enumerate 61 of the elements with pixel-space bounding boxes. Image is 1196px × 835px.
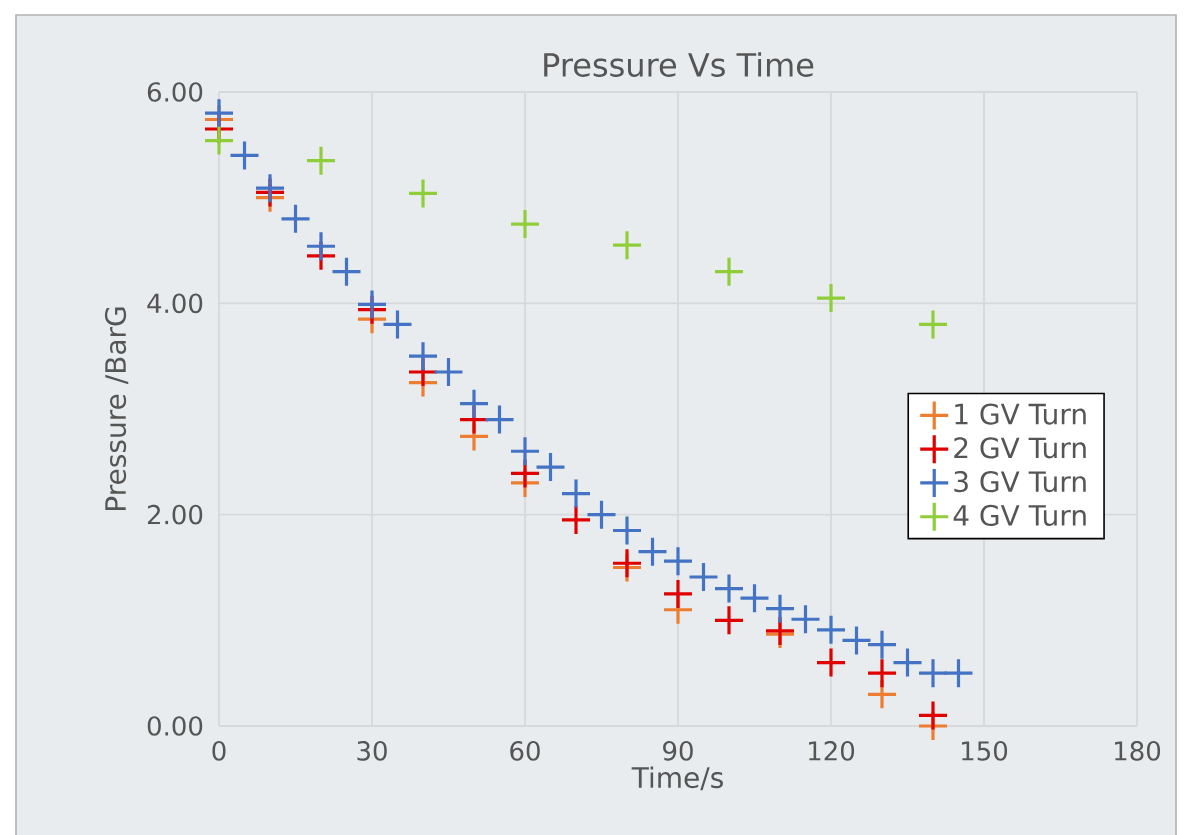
point bbox=[689, 563, 718, 591]
point bbox=[485, 405, 514, 434]
y-axis-title: Pressure /BarG bbox=[104, 307, 129, 510]
point bbox=[638, 537, 667, 566]
point bbox=[562, 479, 590, 508]
x-tick-label: 120 bbox=[809, 741, 855, 761]
point bbox=[434, 358, 463, 387]
point bbox=[536, 453, 565, 482]
point bbox=[715, 606, 743, 635]
point bbox=[766, 594, 794, 623]
point bbox=[587, 500, 616, 529]
legend-label: 2 GV Turn bbox=[954, 437, 1086, 459]
point bbox=[664, 547, 692, 576]
point bbox=[460, 389, 488, 418]
point bbox=[918, 310, 947, 339]
legend-label: 1 GV Turn bbox=[955, 403, 1086, 425]
point bbox=[205, 99, 234, 128]
point bbox=[817, 284, 845, 313]
point bbox=[817, 648, 845, 677]
point bbox=[562, 505, 590, 534]
point bbox=[409, 179, 437, 208]
point bbox=[281, 204, 310, 233]
point bbox=[664, 579, 692, 608]
y-tick-label: 4.00 bbox=[147, 293, 203, 314]
point bbox=[868, 659, 896, 688]
point bbox=[383, 310, 412, 339]
x-tick-label: 30 bbox=[357, 741, 387, 761]
point bbox=[868, 630, 896, 659]
point bbox=[511, 210, 539, 239]
point bbox=[613, 231, 641, 260]
point bbox=[715, 574, 743, 603]
x-tick-label: 150 bbox=[962, 741, 1008, 761]
point bbox=[613, 516, 641, 545]
point bbox=[791, 605, 820, 634]
y-tick-label: 2.00 bbox=[147, 504, 203, 525]
point bbox=[740, 584, 769, 613]
legend-label: 4 GV Turn bbox=[953, 504, 1086, 527]
point bbox=[893, 648, 922, 677]
point bbox=[918, 659, 947, 688]
x-tick-label: 60 bbox=[510, 741, 540, 761]
x-tick-label: 90 bbox=[663, 741, 693, 761]
x-tick-label: 0 bbox=[212, 741, 226, 761]
point bbox=[842, 626, 871, 655]
y-tick-label: 6.00 bbox=[147, 82, 203, 102]
chart-title: Pressure Vs Time bbox=[544, 52, 814, 77]
point bbox=[230, 141, 259, 170]
point bbox=[715, 257, 743, 286]
x-tick-label: 180 bbox=[1115, 741, 1161, 761]
point bbox=[307, 146, 335, 175]
point bbox=[918, 701, 947, 730]
point bbox=[307, 232, 335, 261]
point bbox=[409, 342, 437, 371]
point bbox=[205, 126, 234, 155]
y-tick-label: 0.00 bbox=[147, 716, 203, 736]
legend-label: 3 GV Turn bbox=[954, 471, 1086, 493]
point bbox=[511, 437, 539, 466]
point bbox=[944, 659, 973, 688]
point bbox=[332, 257, 361, 286]
point bbox=[817, 615, 845, 644]
x-axis-title: Time/s bbox=[631, 766, 723, 791]
point bbox=[358, 290, 386, 319]
